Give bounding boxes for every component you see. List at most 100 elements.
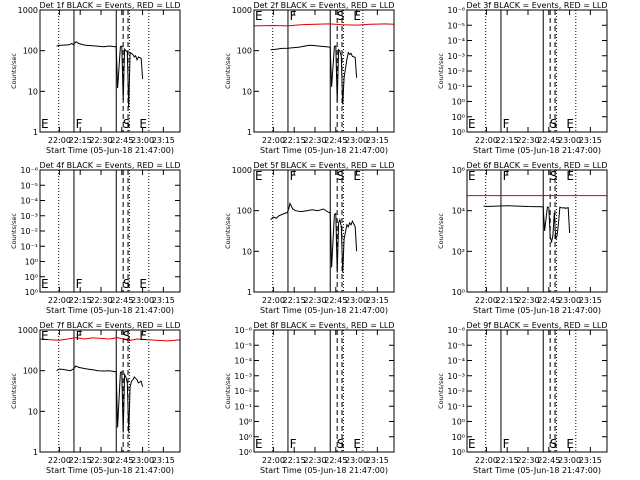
- x-tick-label: 23:00: [558, 136, 581, 145]
- panel-title: Det 1f BLACK = Events, RED = LLD: [39, 1, 180, 10]
- x-tick-label: 22:15: [496, 136, 519, 145]
- y-tick-label: 10⁻⁴: [20, 197, 38, 206]
- x-tick-label: 23:15: [152, 456, 175, 465]
- x-tick-label: 23:15: [366, 296, 389, 305]
- x-tick-label: 22:45: [110, 456, 133, 465]
- marker-letter: S: [550, 437, 558, 451]
- panel-title: Det 2f BLACK = Events, RED = LLD: [253, 1, 394, 10]
- marker-letter: E: [255, 437, 263, 451]
- x-tick-label: 22:15: [69, 136, 92, 145]
- panel-det-4: Det 4f BLACK = Events, RED = LLD 10⁰ 10⁰ 10…: [10, 161, 181, 315]
- x-tick-label: 23:15: [152, 136, 175, 145]
- y-tick-label: 10: [28, 87, 38, 96]
- y-tick-label: 10⁻³: [20, 212, 38, 221]
- events-line: [56, 365, 144, 433]
- y-tick-label: 100: [237, 207, 252, 216]
- marker-letter: S: [123, 117, 131, 131]
- marker-letter: F: [290, 169, 297, 183]
- y-tick-label: 10⁶: [452, 166, 465, 175]
- panel-det-6: Det 6f BLACK = Events, RED = LLD 10⁰ 10² 10…: [437, 161, 608, 315]
- x-axis-label: Start Time (05-Jun-18 21:47:00): [46, 306, 174, 315]
- y-tick-label: 10: [242, 87, 252, 96]
- y-axis-label: Counts/sec: [224, 373, 232, 409]
- x-tick-label: 22:45: [110, 136, 133, 145]
- y-tick-label: 10⁻⁶: [447, 326, 465, 335]
- marker-letter: S: [337, 437, 345, 451]
- plot-frame: [39, 329, 181, 453]
- y-tick-label: 10⁰: [452, 113, 465, 122]
- x-tick-label: 23:15: [579, 136, 602, 145]
- panel-title: Det 7f BLACK = Events, RED = LLD: [39, 321, 180, 330]
- marker-letter: F: [76, 329, 83, 343]
- y-tick-label: 10⁰: [25, 258, 38, 267]
- lld-line: [39, 337, 181, 342]
- panels: Det 1f BLACK = Events, RED = LLD 1 10 100 10…: [10, 1, 608, 475]
- y-tick-label: 10⁰: [452, 288, 465, 297]
- x-axis-label: Start Time (05-Jun-18 21:47:00): [260, 466, 388, 475]
- x-tick-label: 23:00: [558, 296, 581, 305]
- y-tick-label: 10⁰: [452, 433, 465, 442]
- marker-letter: E: [566, 437, 574, 451]
- x-tick-label: 23:15: [366, 456, 389, 465]
- marker-letter: E: [353, 437, 361, 451]
- panel-title: Det 5f BLACK = Events, RED = LLD: [253, 161, 394, 170]
- panel-det-5: Det 5f BLACK = Events, RED = LLD 1 10 100 10…: [224, 161, 395, 315]
- y-tick-label: 1: [33, 448, 38, 457]
- x-tick-label: 22:30: [89, 136, 112, 145]
- y-tick-label: 10⁻²: [20, 227, 38, 236]
- x-tick-label: 22:00: [475, 456, 498, 465]
- marker-letter: F: [76, 277, 83, 291]
- y-axis-label: Counts/sec: [10, 213, 18, 249]
- y-tick-label: 10⁰: [452, 128, 465, 137]
- y-tick-label: 10⁻⁴: [234, 357, 252, 366]
- marker-letter: E: [41, 117, 49, 131]
- marker-letter: E: [468, 437, 476, 451]
- marker-letter: S: [337, 9, 345, 23]
- y-tick-label: 10⁻³: [234, 372, 252, 381]
- x-tick-label: 22:30: [89, 296, 112, 305]
- x-tick-label: 22:00: [262, 136, 285, 145]
- x-tick-label: 22:00: [262, 296, 285, 305]
- x-tick-label: 22:15: [496, 456, 519, 465]
- y-axis-label: Counts/sec: [224, 53, 232, 89]
- y-tick-label: 100: [237, 47, 252, 56]
- y-tick-label: 10⁻¹: [234, 402, 252, 411]
- x-tick-label: 23:15: [579, 296, 602, 305]
- x-tick-label: 22:15: [69, 456, 92, 465]
- x-tick-label: 22:30: [303, 296, 326, 305]
- y-tick-label: 10⁻²: [447, 67, 465, 76]
- y-tick-label: 10⁰: [25, 288, 38, 297]
- y-tick-label: 1: [247, 128, 252, 137]
- y-tick-label: 10⁰: [452, 98, 465, 107]
- x-tick-label: 22:15: [496, 296, 519, 305]
- plot-frame: [466, 169, 608, 293]
- x-tick-label: 22:00: [475, 136, 498, 145]
- y-tick-label: 10⁻³: [447, 372, 465, 381]
- marker-letter: F: [76, 117, 83, 131]
- events-line: [270, 202, 358, 273]
- x-tick-label: 22:00: [48, 136, 71, 145]
- x-tick-label: 22:00: [475, 296, 498, 305]
- marker-letter: F: [290, 437, 297, 451]
- y-tick-label: 10⁻⁵: [447, 21, 465, 30]
- y-tick-label: 1000: [232, 166, 252, 175]
- x-tick-label: 22:30: [516, 136, 539, 145]
- marker-letter: F: [503, 437, 510, 451]
- y-tick-label: 10⁰: [239, 433, 252, 442]
- y-tick-label: 10⁰: [25, 273, 38, 282]
- panel-det-2: Det 2f BLACK = Events, RED = LLD 1 10 100 10…: [224, 1, 395, 155]
- y-tick-label: 10⁻⁶: [20, 166, 38, 175]
- x-tick-label: 23:15: [152, 296, 175, 305]
- panel-det-8: Det 8f BLACK = Events, RED = LLD 10⁰ 10⁰ 10…: [224, 321, 395, 475]
- lld-line: [253, 23, 395, 27]
- x-tick-label: 22:15: [69, 296, 92, 305]
- marker-letter: E: [468, 169, 476, 183]
- x-axis-label: Start Time (05-Jun-18 21:47:00): [473, 146, 601, 155]
- y-axis-label: Counts/sec: [437, 213, 445, 249]
- x-tick-label: 23:00: [345, 136, 368, 145]
- panel-title: Det 9f BLACK = Events, RED = LLD: [466, 321, 607, 330]
- marker-letter: E: [139, 117, 147, 131]
- y-tick-label: 10⁻²: [234, 387, 252, 396]
- marker-letter: E: [566, 169, 574, 183]
